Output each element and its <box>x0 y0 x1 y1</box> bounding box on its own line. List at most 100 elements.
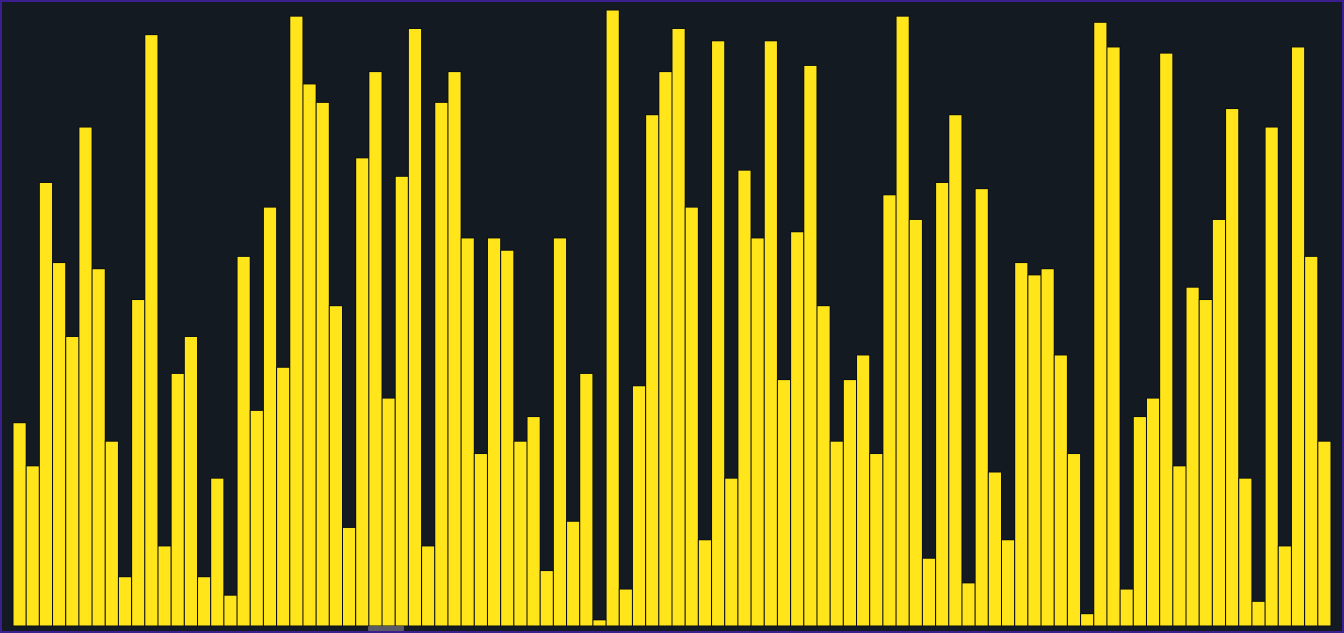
bar-19 <box>249 409 264 627</box>
bar-94 <box>1238 477 1253 627</box>
bar-62 <box>816 305 831 627</box>
bar-87 <box>1145 397 1161 627</box>
bar-15 <box>197 576 212 627</box>
bar-70 <box>921 557 937 627</box>
bar-23 <box>302 83 317 627</box>
bar-95 <box>1251 600 1266 627</box>
bar-92 <box>1211 218 1227 627</box>
bar-39 <box>513 440 528 627</box>
bar-49 <box>645 114 660 627</box>
bar-64 <box>842 379 858 627</box>
bar-35 <box>460 237 475 627</box>
bar-59 <box>776 379 792 627</box>
bar-25 <box>328 305 344 627</box>
bar-17 <box>223 594 238 627</box>
bar-93 <box>1225 108 1240 627</box>
bar-89 <box>1172 465 1187 627</box>
bar-37 <box>486 237 502 627</box>
bar-96 <box>1264 126 1279 627</box>
bar-48 <box>631 385 647 627</box>
bar-10 <box>131 299 146 627</box>
bar-65 <box>856 354 871 627</box>
bar-100 <box>1317 440 1332 627</box>
bar-56 <box>737 169 752 627</box>
bar-33 <box>434 101 449 627</box>
bar-84 <box>1106 46 1121 627</box>
bar-8 <box>104 440 119 627</box>
bar-40 <box>526 416 541 627</box>
bar-80 <box>1053 354 1068 627</box>
bar-1 <box>12 422 27 627</box>
bar-9 <box>117 576 133 627</box>
bar-99 <box>1304 255 1319 627</box>
bar-60 <box>790 231 805 627</box>
bar-6 <box>78 126 93 627</box>
bar-45 <box>592 619 607 627</box>
bar-53 <box>697 539 713 627</box>
bar-12 <box>157 545 172 627</box>
bar-63 <box>829 440 844 627</box>
bar-86 <box>1132 416 1147 627</box>
bar-76 <box>1001 539 1016 627</box>
bar-66 <box>869 453 884 627</box>
bar-26 <box>342 526 357 627</box>
bar-67 <box>882 194 897 627</box>
bar-7 <box>91 268 106 627</box>
bar-85 <box>1119 588 1134 627</box>
bar-51 <box>671 27 686 627</box>
bar-34 <box>447 71 462 627</box>
bar-21 <box>276 366 291 627</box>
bar-36 <box>473 453 488 627</box>
bar-74 <box>974 188 989 627</box>
bar-81 <box>1066 453 1082 627</box>
bar-61 <box>803 64 818 627</box>
bar-83 <box>1093 21 1108 627</box>
bar-77 <box>1014 262 1029 627</box>
bar-79 <box>1040 268 1055 627</box>
bar-31 <box>407 27 423 627</box>
bar-72 <box>948 114 963 627</box>
bar-41 <box>539 570 554 627</box>
bar-43 <box>566 520 581 627</box>
bar-29 <box>381 397 396 627</box>
bar-91 <box>1198 299 1213 627</box>
bar-47 <box>618 588 633 627</box>
bar-18 <box>236 255 251 627</box>
bar-52 <box>684 206 699 627</box>
bar-88 <box>1159 52 1174 627</box>
bar-5 <box>65 335 80 627</box>
bar-42 <box>552 237 568 627</box>
bar-30 <box>394 175 409 627</box>
bar-3 <box>38 181 54 627</box>
bar-58 <box>763 40 778 627</box>
bar-75 <box>987 471 1003 627</box>
bar-20 <box>262 206 278 627</box>
bar-44 <box>579 372 594 627</box>
bar-24 <box>315 101 330 627</box>
bar-73 <box>961 582 976 627</box>
bar-13 <box>170 372 185 627</box>
bar-54 <box>711 40 726 627</box>
bar-16 <box>210 477 225 627</box>
bar-50 <box>658 71 673 627</box>
bar-14 <box>183 335 199 627</box>
bar-32 <box>421 545 436 627</box>
bar-90 <box>1185 286 1200 627</box>
bar-2 <box>25 465 40 627</box>
bar-28 <box>368 71 383 627</box>
bar-97 <box>1277 545 1292 627</box>
bar-22 <box>289 15 304 627</box>
bar-57 <box>750 237 765 627</box>
bar-98 <box>1290 46 1306 627</box>
bar-68 <box>895 15 910 627</box>
bar-38 <box>500 249 515 627</box>
bar-69 <box>908 218 923 627</box>
bar-11 <box>144 34 159 627</box>
bar-4 <box>52 262 67 627</box>
bar-82 <box>1080 613 1095 627</box>
bar-78 <box>1027 274 1042 627</box>
bar-46 <box>605 9 620 627</box>
bar-71 <box>935 181 950 627</box>
horizontal-scroll-thumb[interactable] <box>368 626 404 631</box>
